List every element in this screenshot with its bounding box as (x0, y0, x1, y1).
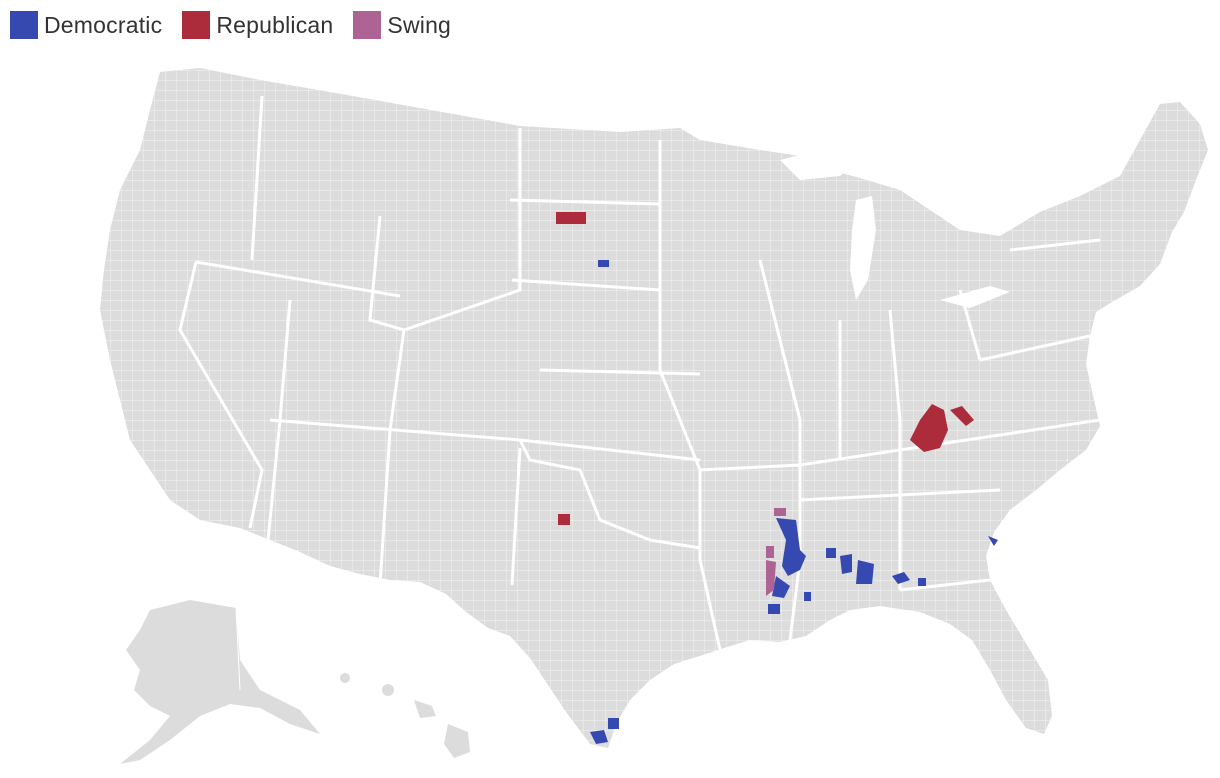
county-republican[interactable] (950, 406, 974, 426)
alaska-land (120, 600, 320, 764)
legend-label-democratic: Democratic (44, 11, 163, 38)
lake-erie (940, 286, 1010, 308)
lake-superior (780, 150, 860, 180)
county-swing[interactable] (774, 508, 786, 516)
hawaii-island-oahu (382, 684, 394, 696)
hawaii-island-big (444, 724, 470, 758)
county-republican[interactable] (556, 212, 586, 224)
county-democratic[interactable] (826, 548, 836, 558)
county-democratic[interactable] (988, 536, 998, 546)
state-borders (178, 95, 1101, 651)
county-democratic[interactable] (598, 260, 609, 267)
swing-counties (766, 508, 786, 596)
county-democratic[interactable] (804, 592, 811, 601)
hawaii-island-kauai (340, 673, 350, 683)
hawaii-island-maui (414, 700, 436, 718)
highlighted-counties (556, 212, 998, 744)
lake-michigan (850, 196, 876, 300)
county-democratic[interactable] (856, 560, 874, 584)
legend-item-democratic[interactable]: Democratic (10, 11, 162, 39)
alaska-border (235, 607, 241, 691)
legend-item-swing[interactable]: Swing (353, 11, 451, 39)
hawaii (340, 673, 470, 758)
county-democratic[interactable] (772, 576, 790, 598)
legend-label-swing: Swing (387, 11, 452, 38)
alaska (120, 600, 320, 764)
legend-label-republican: Republican (216, 11, 334, 38)
county-democratic[interactable] (892, 572, 910, 584)
county-democratic[interactable] (918, 578, 926, 586)
county-democratic[interactable] (590, 730, 608, 744)
county-grid (100, 68, 1208, 748)
republican-counties (556, 212, 974, 525)
democratic-counties (590, 260, 998, 744)
legend-swatch-swing (353, 11, 382, 39)
legend-swatch-democratic (10, 11, 38, 39)
county-republican[interactable] (910, 404, 948, 452)
legend-swatch-republican (182, 11, 211, 39)
map-legend: Democratic Republican Swing (10, 11, 471, 39)
county-democratic[interactable] (608, 718, 619, 729)
county-republican[interactable] (558, 514, 570, 525)
county-democratic[interactable] (768, 604, 780, 614)
legend-item-republican[interactable]: Republican (182, 11, 333, 39)
county-democratic[interactable] (776, 518, 806, 576)
county-swing[interactable] (766, 546, 774, 558)
county-democratic[interactable] (840, 554, 852, 574)
contiguous-us (100, 68, 1208, 748)
county-swing[interactable] (766, 560, 776, 596)
